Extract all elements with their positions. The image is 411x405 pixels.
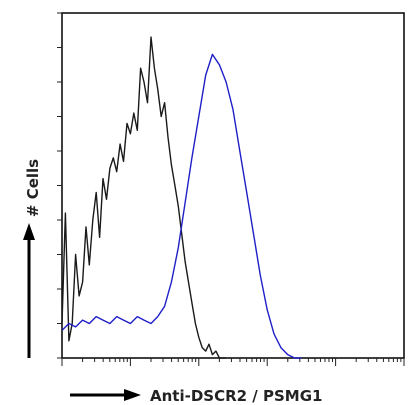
y-axis-ticks <box>57 12 62 359</box>
x-axis-arrow-head <box>124 389 141 401</box>
y-axis-label: # Cells <box>24 159 42 217</box>
series-line-2 <box>61 53 302 359</box>
series-line-1 <box>61 36 227 359</box>
x-axis-ticks <box>61 358 405 366</box>
x-axis-label: Anti-DSCR2 / PSMG1 <box>150 387 322 405</box>
y-axis-arrow-head <box>23 223 35 240</box>
series-layer <box>61 36 302 359</box>
